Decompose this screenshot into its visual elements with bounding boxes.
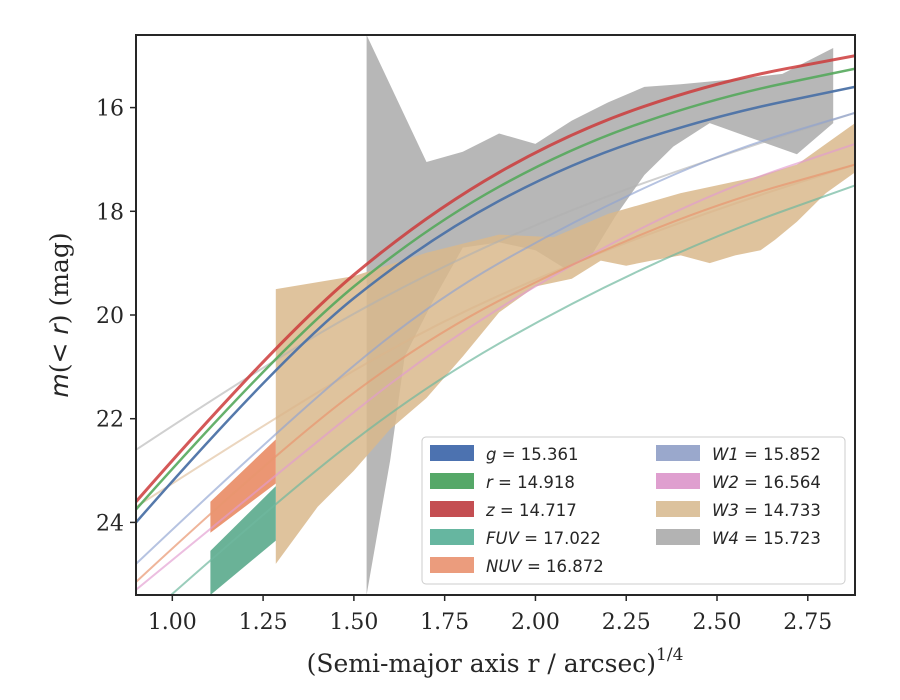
- legend-label: W4 = 15.723: [712, 529, 821, 548]
- y-tick-label: 16: [96, 97, 124, 122]
- legend-box: [421, 436, 846, 585]
- curve-w3: [136, 163, 855, 508]
- y-axis-label-r: r: [45, 323, 74, 335]
- curve-nuv: [136, 163, 855, 583]
- legend-label: W2 = 16.564: [712, 473, 821, 492]
- curve-r: [136, 67, 855, 511]
- legend-swatch: [430, 473, 474, 489]
- x-tick-label: 1.50: [329, 610, 378, 635]
- y-axis-label-open: (: [45, 363, 74, 373]
- legend-label: W3 = 14.733: [712, 501, 821, 520]
- x-tick-label: 2.25: [602, 610, 651, 635]
- y-axis-label-m: m: [45, 373, 74, 397]
- x-tick-label: 2.75: [783, 610, 832, 635]
- legend-label: z = 14.717: [485, 501, 577, 520]
- legend: g = 15.361 r = 14.918 z = 14.717 FUV = 17.0…: [421, 436, 846, 585]
- curve-fuv: [169, 184, 855, 595]
- x-tick-label: 1.75: [420, 610, 469, 635]
- model-curves: [136, 54, 855, 595]
- curve-g: [136, 85, 855, 524]
- x-tick-label: 1.00: [148, 610, 197, 635]
- y-tick-label: 24: [96, 511, 124, 536]
- band-w4: [366, 35, 834, 595]
- band-w3: [275, 123, 855, 564]
- legend-swatch: [656, 501, 700, 517]
- x-tick-label: 1.25: [239, 610, 288, 635]
- x-axis-label: (Semi-major axis r / arcsec)1/4: [307, 645, 684, 678]
- y-tick-label: 20: [96, 304, 124, 329]
- x-axis-ticks: 1.00 1.25 1.50 1.75 2.00 2.25 2.50 2.75: [148, 595, 832, 635]
- curve-w1: [136, 111, 855, 565]
- y-axis-label-close: ): [45, 315, 74, 325]
- curve-z: [136, 54, 855, 504]
- x-axis-label-sup: 1/4: [656, 645, 683, 665]
- y-axis-label-space: [45, 335, 74, 343]
- legend-label: g = 15.361: [486, 445, 579, 464]
- x-axis-label-main: (Semi-major axis r / arcsec): [307, 649, 656, 678]
- curve-w4: [136, 111, 855, 451]
- legend-swatch: [430, 557, 474, 573]
- legend-label: r = 14.918: [486, 473, 575, 492]
- y-axis-label-unit: (mag): [45, 232, 74, 306]
- x-tick-label: 2.00: [511, 610, 560, 635]
- legend-items: g = 15.361 r = 14.918 z = 14.717 FUV = 17.0…: [430, 445, 821, 576]
- legend-swatch: [430, 445, 474, 461]
- legend-swatch: [656, 473, 700, 489]
- curve-w2: [136, 142, 855, 591]
- x-tick-label: 2.50: [693, 610, 742, 635]
- legend-label: FUV = 17.022: [486, 529, 601, 548]
- legend-swatch: [656, 529, 700, 545]
- legend-swatch: [430, 501, 474, 517]
- y-axis-label: m(< r) (mag): [45, 232, 74, 397]
- legend-label: NUV = 16.872: [486, 557, 604, 576]
- legend-swatch: [656, 445, 700, 461]
- legend-label: W1 = 15.852: [712, 445, 821, 464]
- y-axis-label-lt: <: [45, 343, 74, 364]
- y-axis-ticks: 16 18 20 22 24: [96, 97, 136, 536]
- y-tick-label: 22: [96, 408, 124, 433]
- legend-swatch: [430, 529, 474, 545]
- band-fuv: [210, 486, 276, 595]
- y-tick-label: 18: [96, 200, 124, 225]
